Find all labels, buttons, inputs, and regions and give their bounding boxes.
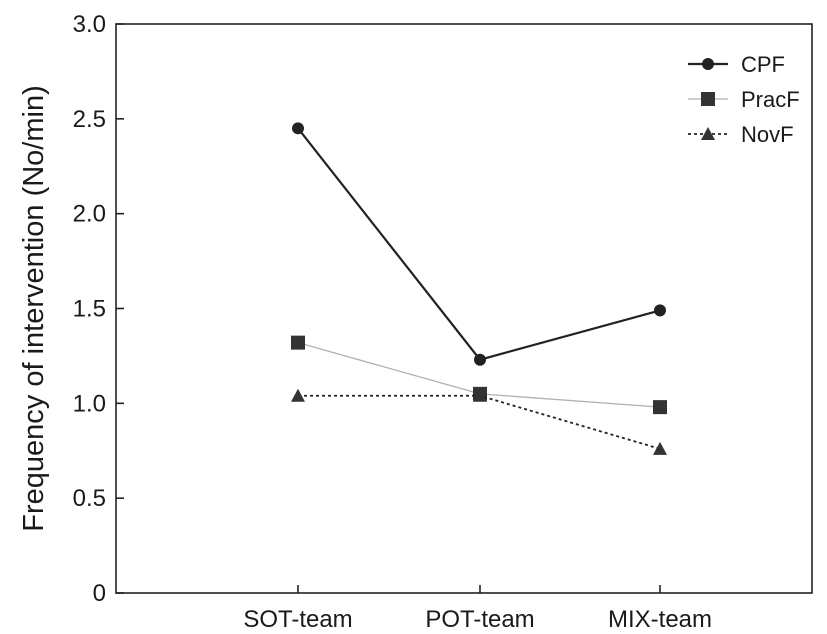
x-tick-label: POT-team bbox=[425, 606, 534, 633]
x-tick-label: MIX-team bbox=[608, 606, 712, 633]
legend: CPF PracF NovF bbox=[688, 52, 800, 147]
y-tick-label: 1.5 bbox=[73, 296, 106, 323]
series-cpf bbox=[292, 122, 666, 366]
data-point-cpf bbox=[292, 122, 304, 135]
y-tick-label: 2.0 bbox=[73, 201, 106, 228]
legend-label-cpf: CPF bbox=[741, 52, 785, 77]
legend-marker-pracf bbox=[701, 92, 715, 106]
x-tick-label: SOT-team bbox=[243, 606, 352, 633]
series-group bbox=[291, 122, 667, 455]
y-tick-label: 3.0 bbox=[73, 11, 106, 38]
y-tick-label: 2.5 bbox=[73, 106, 106, 133]
y-axis-title: Frequency of intervention (No/min) bbox=[18, 85, 50, 531]
axes-group: 0 0.5 1.0 1.5 2.0 2.5 3.0 SOT-team POT-team MIX-t… bbox=[73, 11, 813, 633]
y-tick-label: 0.5 bbox=[73, 485, 106, 512]
y-tick-label: 1.0 bbox=[73, 390, 106, 417]
data-point-cpf bbox=[474, 353, 486, 366]
data-point-pracf bbox=[653, 400, 667, 415]
legend-marker-novf bbox=[701, 127, 715, 140]
data-point-novf bbox=[291, 388, 305, 402]
plot-frame bbox=[115, 23, 813, 594]
data-point-pracf bbox=[291, 335, 305, 350]
series-pracf bbox=[291, 335, 667, 415]
legend-marker-cpf bbox=[702, 58, 714, 70]
legend-label-novf: NovF bbox=[741, 122, 794, 147]
legend-label-pracf: PracF bbox=[741, 87, 800, 112]
data-point-novf bbox=[653, 441, 667, 455]
series-line-cpf bbox=[297, 127, 661, 361]
data-point-cpf bbox=[654, 304, 666, 317]
data-point-novf bbox=[473, 388, 487, 402]
series-novf bbox=[291, 388, 667, 455]
y-tick-label: 0 bbox=[93, 580, 106, 607]
